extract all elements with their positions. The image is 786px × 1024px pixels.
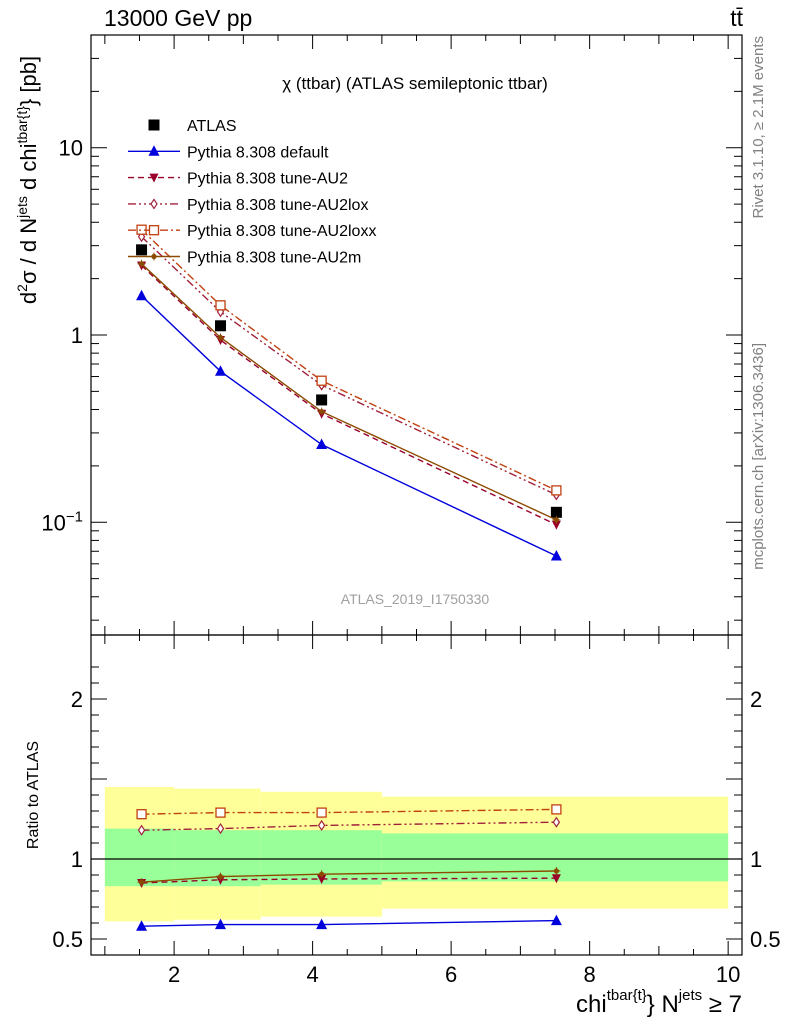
series-4 bbox=[136, 224, 562, 496]
y-tick-label-ratio-left: 2 bbox=[71, 687, 83, 712]
rivet-version-label: Rivet 3.1.10, ≥ 2.1M events bbox=[750, 36, 767, 219]
data-point-4-2 bbox=[316, 375, 327, 386]
data-point-0-3 bbox=[550, 506, 562, 518]
x-tick-label: 10 bbox=[716, 962, 740, 987]
y-tick-label-ratio-left: 1 bbox=[71, 847, 83, 872]
ratio-series-4 bbox=[137, 867, 561, 887]
legend-marker-4 bbox=[148, 225, 160, 236]
legend-entry-4: Pythia 8.308 tune-AU2loxx bbox=[128, 223, 376, 240]
ratio-line-0 bbox=[141, 919, 557, 927]
y-tick-label-ratio-right: 2 bbox=[750, 687, 762, 712]
uncertainty-band-inner-0 bbox=[104, 828, 175, 887]
ratio-point-4-2-arms bbox=[317, 870, 326, 879]
data-point-5-2-arms bbox=[317, 407, 326, 416]
ratio-line-4 bbox=[141, 870, 557, 883]
ratio-point-0-0 bbox=[136, 920, 148, 931]
ratio-point-0-3 bbox=[550, 914, 562, 926]
legend-marker-1 bbox=[148, 145, 160, 156]
analysis-watermark: ATLAS_2019_I1750330 bbox=[341, 591, 490, 607]
x-tick-label: 2 bbox=[168, 962, 180, 987]
series-line-1 bbox=[141, 295, 557, 557]
data-point-1-3 bbox=[550, 550, 562, 561]
ratio-series-2 bbox=[137, 816, 561, 836]
legend-marker-0 bbox=[148, 119, 160, 131]
series-line-2 bbox=[141, 265, 557, 526]
ratio-point-0-2 bbox=[316, 918, 328, 930]
ratio-point-3-2 bbox=[316, 807, 327, 818]
series-1 bbox=[136, 289, 562, 561]
series-line-5 bbox=[141, 263, 557, 521]
legend-entry-0: ATLAS bbox=[148, 118, 237, 135]
legend-label-0: ATLAS bbox=[187, 118, 237, 135]
ratio-point-4-1-arms bbox=[216, 872, 225, 881]
data-point-4-1 bbox=[215, 300, 226, 311]
series-line-3 bbox=[141, 236, 557, 496]
y-tick-label-ratio-right: 0.5 bbox=[750, 927, 781, 952]
legend-entry-5: Pythia 8.308 tune-AU2m bbox=[128, 250, 361, 267]
legend-entry-1: Pythia 8.308 default bbox=[128, 144, 329, 161]
y-tick-label-main: 10−1 bbox=[41, 508, 83, 535]
legend-marker-3 bbox=[150, 198, 158, 210]
ratio-point-2-2 bbox=[317, 819, 326, 831]
x-tick-label: 4 bbox=[306, 962, 318, 987]
series-3 bbox=[137, 231, 561, 501]
data-point-2-3 bbox=[551, 520, 561, 530]
header-left-label: 13000 GeV pp bbox=[104, 5, 253, 31]
ratio-point-1-2 bbox=[317, 875, 327, 884]
ratio-point-2-3 bbox=[552, 816, 561, 828]
y-tick-label-ratio-left: 0.5 bbox=[52, 927, 83, 952]
ratio-point-2-0 bbox=[137, 824, 146, 836]
header-right-label: tt̄ bbox=[730, 5, 743, 31]
uncertainty-band-inner-3 bbox=[381, 833, 729, 882]
ratio-series-3 bbox=[136, 804, 562, 820]
x-tick-label: 6 bbox=[445, 962, 457, 987]
series-0 bbox=[136, 244, 562, 518]
ratio-point-4-3-arms bbox=[552, 867, 561, 875]
ratio-point-4-0-arms bbox=[137, 878, 146, 887]
data-point-0-0 bbox=[136, 244, 148, 256]
legend-label-3: Pythia 8.308 tune-AU2lox bbox=[187, 197, 368, 214]
data-point-1-0 bbox=[136, 289, 148, 301]
ratio-series-0 bbox=[136, 914, 562, 931]
legend-entry-2: Pythia 8.308 tune-AU2 bbox=[128, 171, 348, 188]
data-point-1-1 bbox=[215, 365, 227, 376]
legend-label-5: Pythia 8.308 tune-AU2m bbox=[187, 250, 361, 267]
data-point-4-3 bbox=[551, 485, 562, 496]
legend-entry-3: Pythia 8.308 tune-AU2lox bbox=[128, 197, 368, 214]
data-point-1-2 bbox=[316, 438, 328, 450]
series-2 bbox=[137, 261, 561, 530]
ratio-point-3-1 bbox=[215, 807, 226, 818]
ratio-point-3-0 bbox=[136, 809, 147, 820]
data-point-5-3-arms bbox=[552, 515, 561, 524]
data-point-0-1 bbox=[215, 320, 227, 332]
ratio-line-3 bbox=[141, 808, 557, 815]
legend-label-4: Pythia 8.308 tune-AU2loxx bbox=[187, 223, 376, 240]
legend-label-1: Pythia 8.308 default bbox=[187, 144, 329, 161]
mcplots-source-label: mcplots.cern.ch [arXiv:1306.3436] bbox=[750, 343, 767, 570]
data-point-5-1-arms bbox=[216, 333, 225, 342]
y-tick-label-ratio-right: 1 bbox=[750, 847, 762, 872]
y-tick-label-main: 1 bbox=[71, 323, 83, 348]
legend-marker-5-arms bbox=[150, 252, 158, 261]
ratio-point-1-3 bbox=[551, 874, 561, 884]
data-point-0-2 bbox=[316, 394, 328, 406]
ratio-line-2 bbox=[141, 821, 557, 831]
y-axis-label-main: d2σ / d Njets d chitbar{t}} [pb] bbox=[14, 56, 41, 304]
series-line-4 bbox=[141, 229, 557, 492]
series-5 bbox=[137, 259, 561, 524]
x-tick-label: 8 bbox=[584, 962, 596, 987]
y-tick-label-main: 10 bbox=[59, 136, 83, 161]
legend-marker-2 bbox=[149, 173, 159, 183]
legend-label-2: Pythia 8.308 tune-AU2 bbox=[187, 171, 348, 188]
data-point-5-0-arms bbox=[137, 259, 146, 268]
x-axis-label: chitbar{t}} Njets ≥ 7 bbox=[576, 987, 742, 1018]
y-axis-label-ratio: Ratio to ATLAS bbox=[25, 741, 42, 849]
chart-title: χ (ttbar) (ATLAS semileptonic ttbar) bbox=[282, 74, 548, 93]
ratio-point-0-1 bbox=[215, 918, 227, 930]
ratio-point-3-3 bbox=[551, 804, 562, 815]
ratio-point-2-1 bbox=[216, 823, 225, 835]
